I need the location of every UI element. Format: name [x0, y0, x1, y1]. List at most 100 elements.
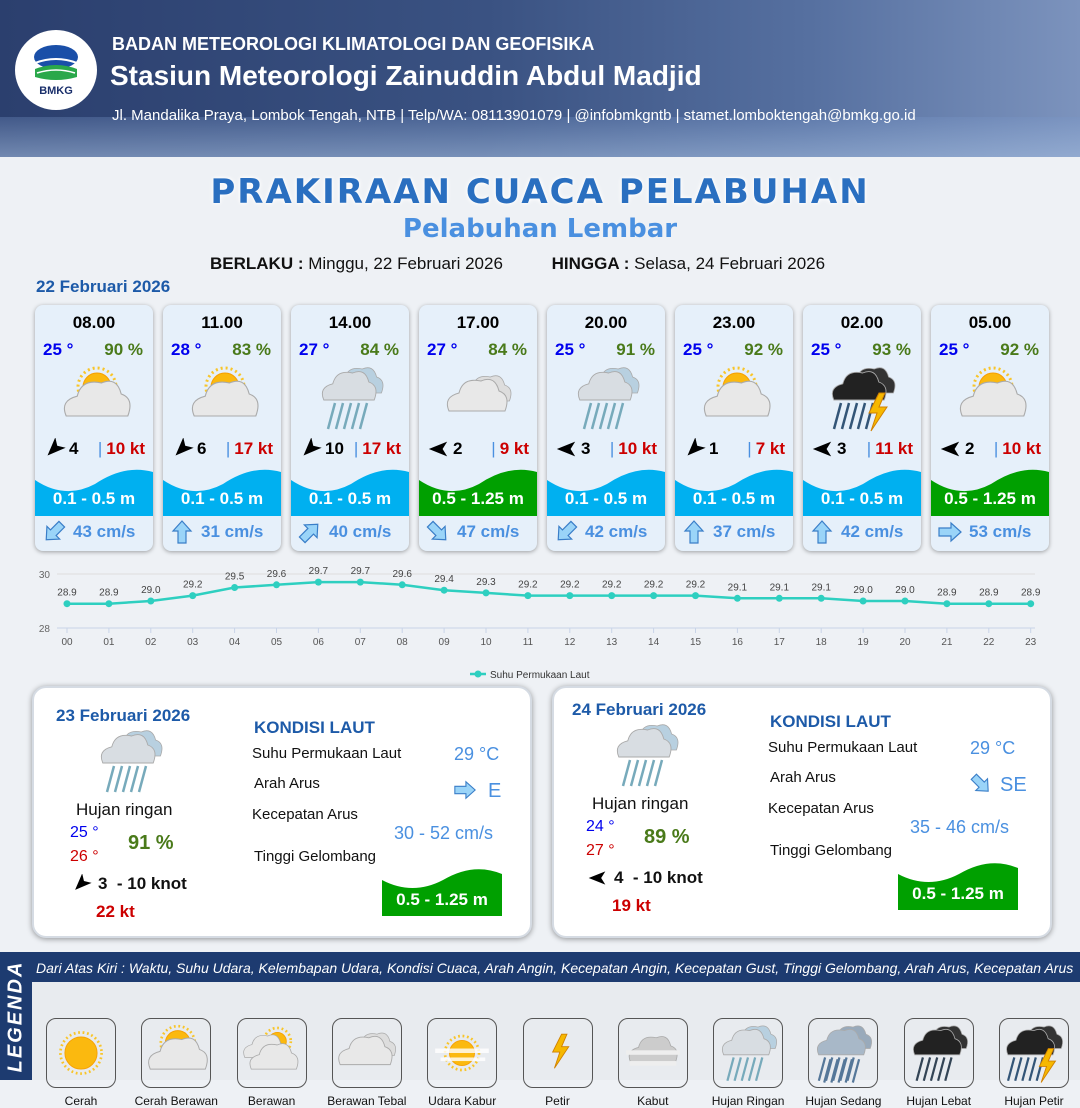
forecast-time: 08.00 — [72, 313, 116, 332]
legend-marker — [474, 670, 482, 678]
station-name: Stasiun Meteorologi Zainuddin Abdul Madj… — [110, 60, 702, 91]
data-label: 29.4 — [434, 574, 454, 585]
x-tick-label: 03 — [187, 637, 199, 648]
x-tick-label: 19 — [858, 637, 870, 648]
air-temperature: 25 ° — [683, 340, 714, 359]
petir-icon — [524, 1019, 592, 1087]
hujan-ringan-icon — [92, 726, 168, 796]
data-point — [859, 597, 867, 605]
legend-label: Cerah — [64, 1094, 98, 1108]
hujan-ringan-icon — [313, 363, 389, 433]
to-date: Selasa, 24 Februari 2026 — [634, 254, 826, 273]
wave-shape — [931, 469, 1049, 516]
daily-summary-panel: 24 Februari 2026 Hujan ringan 24 ° 27 ° … — [552, 686, 1052, 938]
current-direction: SE — [1000, 774, 1027, 796]
kabut-icon — [619, 1019, 687, 1087]
current-direction-icon — [169, 519, 195, 545]
data-label: 29.2 — [602, 580, 622, 591]
legend-item-cerah-berawan — [141, 1018, 212, 1088]
data-point — [482, 589, 490, 597]
wind-direction-icon — [586, 868, 608, 888]
cerah-berawan-icon — [57, 363, 133, 433]
x-tick-label: 10 — [480, 637, 492, 648]
current-direction-icon — [968, 772, 994, 796]
humidity: 91 % — [128, 832, 174, 854]
data-label: 29.5 — [225, 572, 245, 583]
wave-height: 0.5 - 1.25 m — [912, 884, 1004, 903]
x-tick-label: 13 — [606, 637, 618, 648]
current-speed: 42 cm/s — [585, 522, 648, 541]
current-speed-range: 30 - 52 cm/s — [394, 823, 494, 843]
legend-label: Suhu Permukaan Laut — [490, 670, 590, 681]
forecast-card: 11.00 28 ° 83 % 6 | 17 kt 0.1 - 0.5 m 31 … — [163, 305, 281, 551]
temp-max: 27 ° — [586, 842, 615, 859]
x-tick-label: 05 — [271, 637, 283, 648]
data-point — [1027, 600, 1035, 608]
data-label: 29.0 — [853, 585, 873, 596]
y-tick-label: 30 — [39, 570, 51, 581]
wave-height: 0.5 - 1.25 m — [432, 489, 524, 508]
gust-speed: | 10 kt — [609, 439, 657, 458]
legend-label: Hujan Sedang — [805, 1094, 882, 1108]
harbor-illustration — [0, 117, 1080, 157]
contact-info: Jl. Mandalika Praya, Lombok Tengah, NTB … — [112, 107, 916, 124]
current-direction-label: Arah Arus — [254, 775, 320, 792]
wind-speed: 6 — [197, 439, 207, 458]
x-tick-label: 01 — [103, 637, 115, 648]
data-point — [733, 594, 741, 602]
forecast-card: 14.00 27 ° 84 % 10 | 17 kt 0.1 - 0.5 m 40… — [291, 305, 409, 551]
weather-condition: Hujan ringan — [76, 800, 173, 819]
air-temperature: 25 ° — [555, 340, 586, 359]
gust-speed: | 7 kt — [747, 439, 785, 458]
x-tick-label: 08 — [397, 637, 409, 648]
legend-item-berawan-tebal — [331, 1018, 402, 1088]
data-label: 29.2 — [183, 580, 203, 591]
data-label: 29.7 — [309, 566, 329, 577]
air-temperature: 28 ° — [171, 340, 202, 359]
sea-condition-heading: KONDISI LAUT — [770, 712, 891, 731]
wave-shape — [163, 469, 281, 516]
data-point — [398, 581, 406, 589]
legend-item-udara-kabur — [427, 1018, 498, 1088]
current-speed: 31 cm/s — [201, 522, 264, 541]
data-label: 29.1 — [811, 582, 831, 593]
current-direction-icon — [452, 778, 478, 802]
udara-kabur-icon — [428, 1019, 496, 1087]
page-subtitle: Pelabuhan Lembar — [402, 214, 678, 244]
cerah-berawan-icon — [697, 363, 773, 433]
legend-label: Petir — [545, 1094, 570, 1108]
wave-shape — [291, 469, 409, 516]
sst-value: 29 °C — [970, 738, 1016, 758]
data-label: 29.2 — [686, 580, 706, 591]
legend-item-hujan-sedang — [808, 1018, 879, 1088]
air-temperature: 27 ° — [299, 340, 330, 359]
x-tick-label: 18 — [816, 637, 828, 648]
gust-speed: | 17 kt — [353, 439, 401, 458]
wind-speed-range: 4 - 10 knot — [614, 868, 703, 887]
data-point — [314, 578, 322, 586]
temp-min: 24 ° — [586, 818, 615, 835]
wind-direction-icon — [809, 438, 835, 460]
x-tick-label: 02 — [145, 637, 157, 648]
sea-condition-heading: KONDISI LAUT — [254, 718, 375, 737]
air-temperature: 25 ° — [939, 340, 970, 359]
current-speed: 40 cm/s — [329, 522, 392, 541]
wind-speed: 4 — [69, 439, 79, 458]
data-point — [901, 597, 909, 605]
current-speed: 53 cm/s — [969, 522, 1032, 541]
current-speed: 42 cm/s — [841, 522, 904, 541]
legend-item-kabut — [617, 1018, 688, 1088]
wave-height: 0.1 - 0.5 m — [180, 489, 264, 508]
wind-speed: 3 — [837, 439, 847, 458]
gust-speed: | 11 kt — [866, 439, 913, 458]
x-tick-label: 23 — [1025, 637, 1037, 648]
forecast-card: 08.00 25 ° 90 % 4 | 10 kt 0.1 - 0.5 m 43 … — [35, 305, 153, 551]
humidity: 90 % — [104, 340, 143, 359]
data-point — [775, 594, 783, 602]
forecast-card: 02.00 25 ° 93 % 3 | 11 kt 0.1 - 0.5 m 42 … — [803, 305, 921, 551]
wind-speed: 2 — [453, 439, 463, 458]
humidity: 89 % — [644, 826, 690, 848]
cerah-icon — [47, 1019, 115, 1087]
current-direction-icon — [681, 519, 707, 545]
wave-shape — [803, 469, 921, 516]
